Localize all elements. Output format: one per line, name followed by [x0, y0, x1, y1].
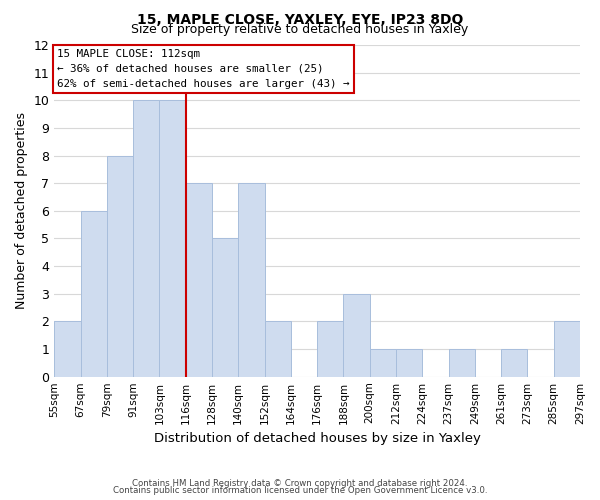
Bar: [80, 211, 107, 376]
Bar: [160, 100, 186, 376]
X-axis label: Distribution of detached houses by size in Yaxley: Distribution of detached houses by size …: [154, 432, 481, 445]
Bar: [449, 349, 475, 376]
Bar: [238, 183, 265, 376]
Bar: [343, 294, 370, 376]
Text: Contains HM Land Registry data © Crown copyright and database right 2024.: Contains HM Land Registry data © Crown c…: [132, 478, 468, 488]
Bar: [554, 322, 580, 376]
Text: Size of property relative to detached houses in Yaxley: Size of property relative to detached ho…: [131, 22, 469, 36]
Text: 15 MAPLE CLOSE: 112sqm
← 36% of detached houses are smaller (25)
62% of semi-det: 15 MAPLE CLOSE: 112sqm ← 36% of detached…: [58, 49, 350, 88]
Bar: [265, 322, 291, 376]
Bar: [107, 156, 133, 376]
Bar: [370, 349, 396, 376]
Bar: [54, 322, 80, 376]
Bar: [186, 183, 212, 376]
Bar: [133, 100, 160, 376]
Bar: [501, 349, 527, 376]
Text: Contains public sector information licensed under the Open Government Licence v3: Contains public sector information licen…: [113, 486, 487, 495]
Y-axis label: Number of detached properties: Number of detached properties: [15, 112, 28, 310]
Bar: [212, 238, 238, 376]
Bar: [396, 349, 422, 376]
Text: 15, MAPLE CLOSE, YAXLEY, EYE, IP23 8DQ: 15, MAPLE CLOSE, YAXLEY, EYE, IP23 8DQ: [137, 12, 463, 26]
Bar: [317, 322, 343, 376]
